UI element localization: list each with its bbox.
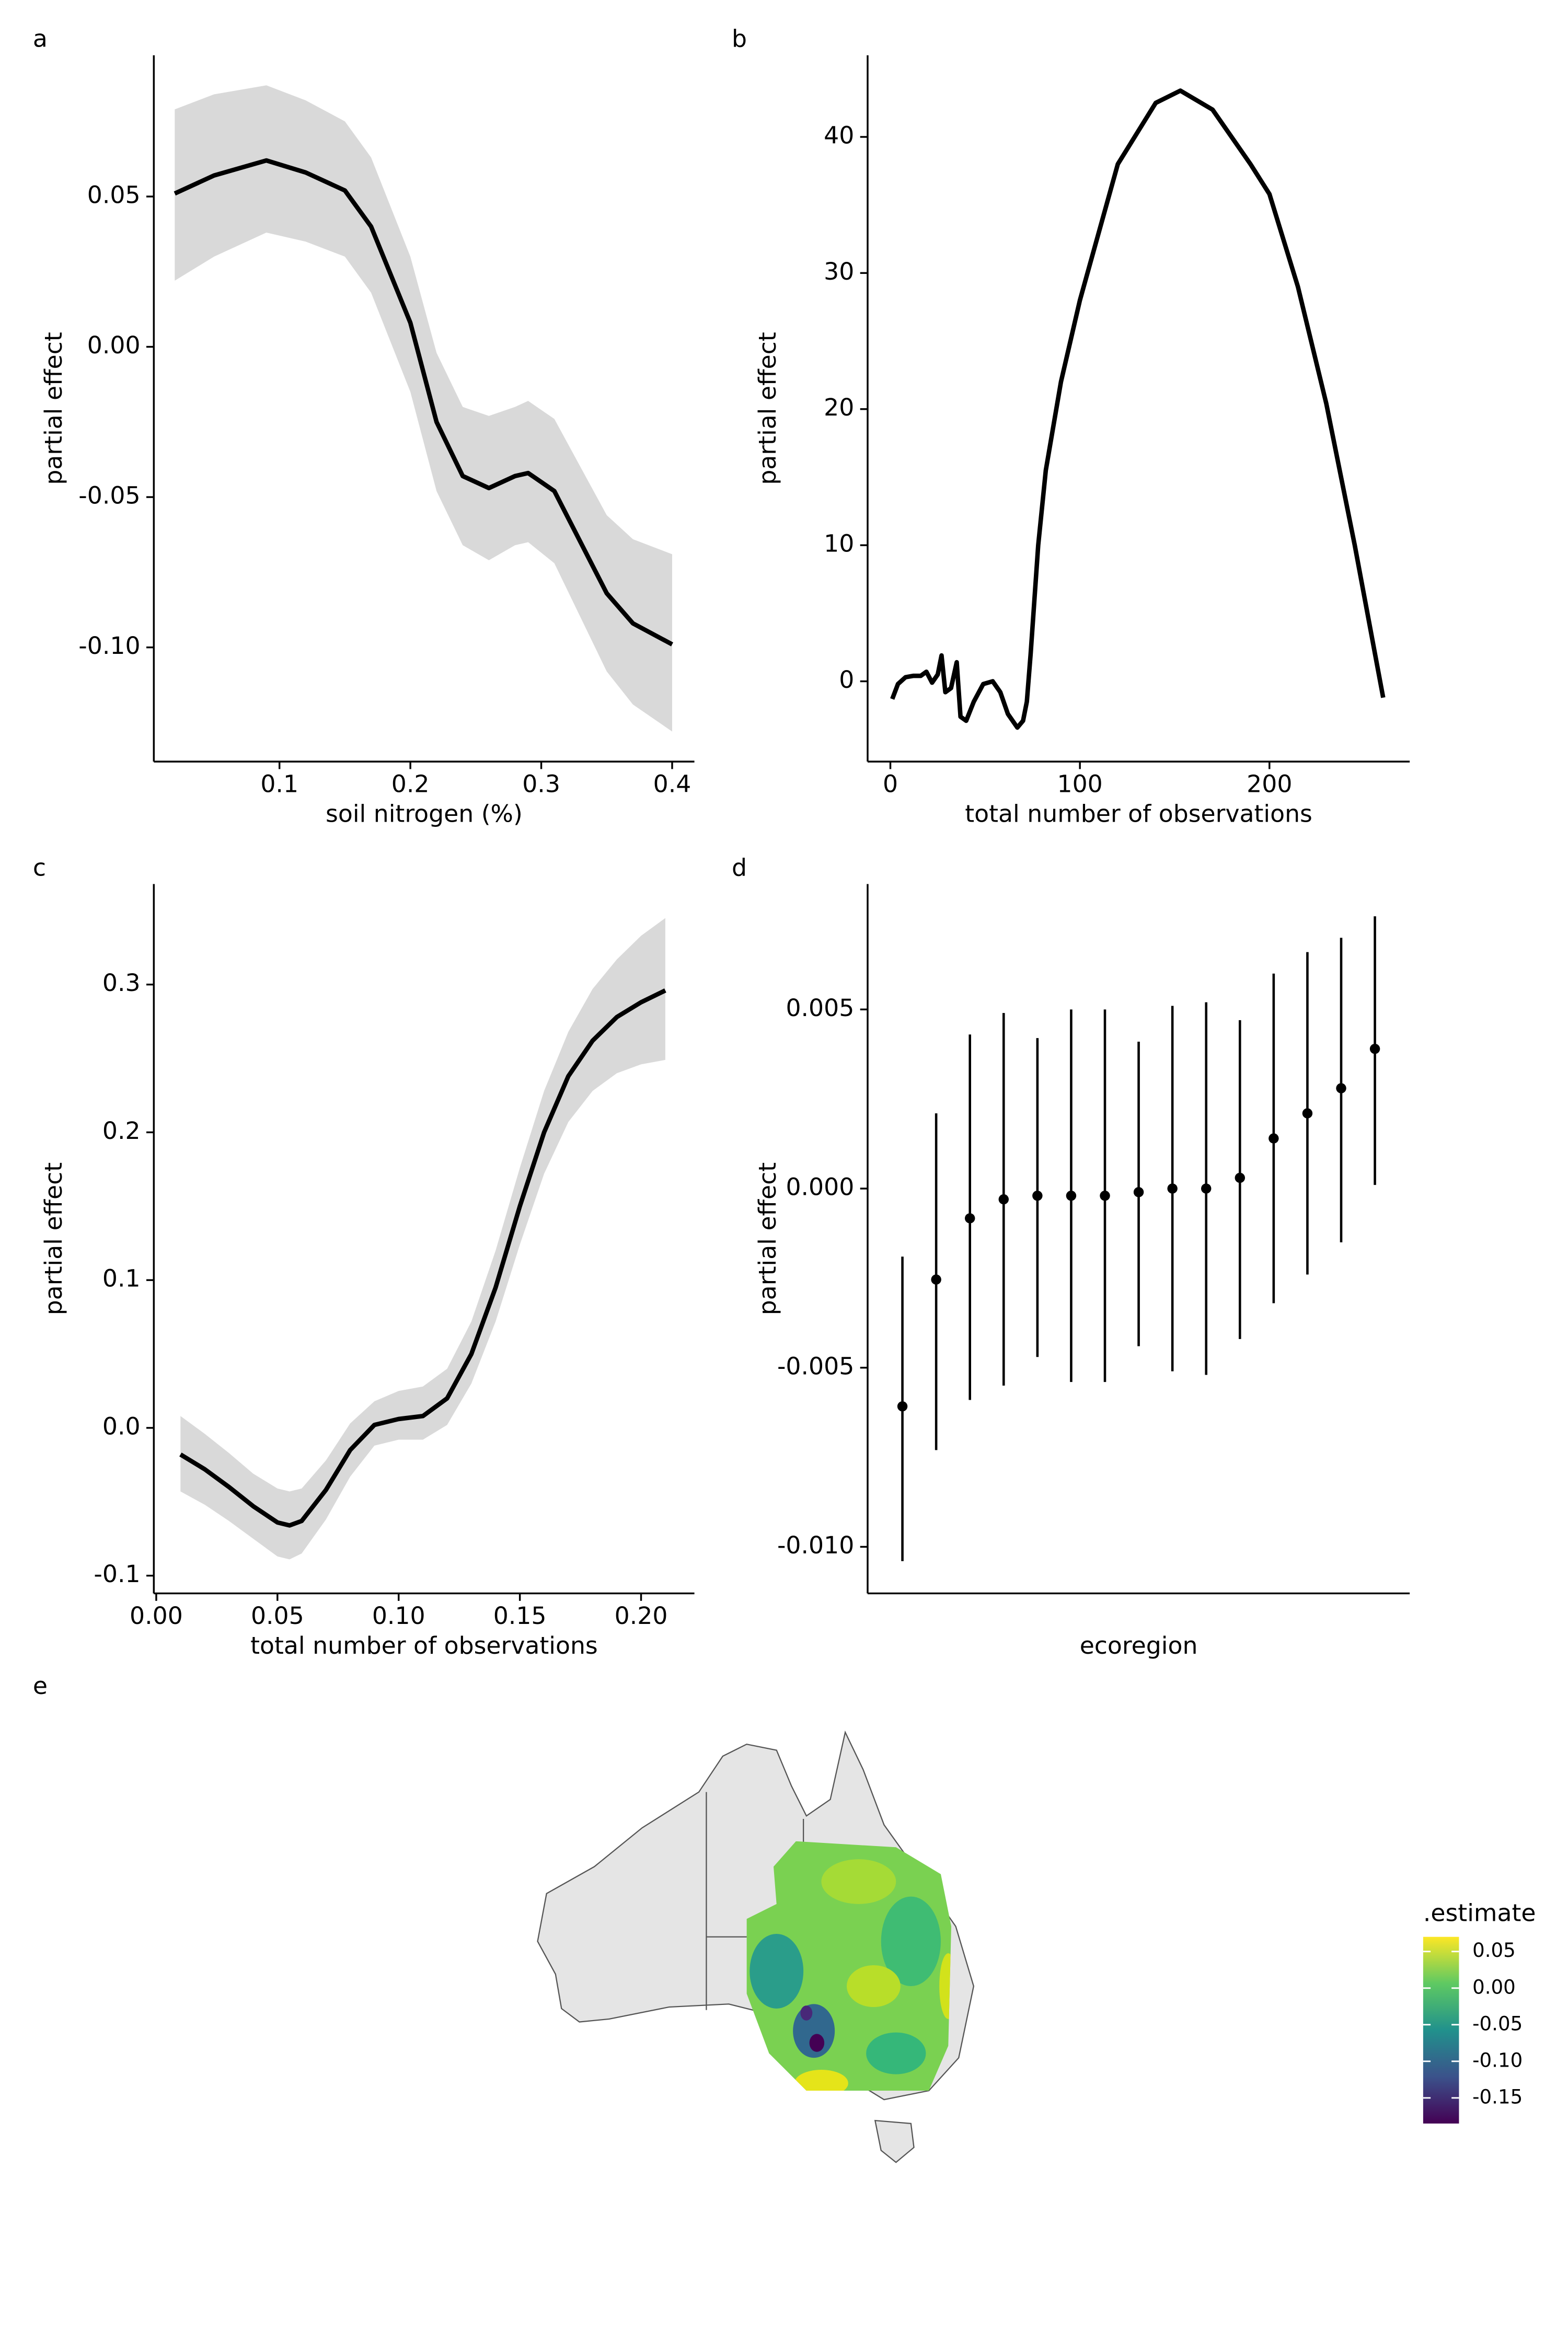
y-tick-label: -0.010 [777, 1531, 854, 1559]
y-tick-label: 0.0 [102, 1412, 141, 1440]
x-axis-label: total number of observations [250, 1632, 598, 1659]
y-tick-label: 10 [824, 530, 854, 558]
y-tick-label: 0.00 [87, 331, 141, 359]
panel-label: d [732, 854, 747, 881]
x-tick-label: 0.4 [653, 770, 691, 798]
x-axis-label: total number of observations [965, 800, 1312, 828]
y-tick-label: 0.005 [786, 994, 854, 1022]
surface-patch [750, 1934, 804, 2009]
fit-line [890, 88, 1386, 730]
y-tick-label: -0.005 [777, 1352, 854, 1380]
panel-label: c [33, 854, 46, 881]
point [1066, 1191, 1077, 1201]
confidence-band [180, 918, 665, 1560]
x-axis-label: ecoregion [1080, 1632, 1198, 1659]
x-tick-label: 200 [1247, 770, 1292, 798]
x-tick-label: 0.20 [615, 1602, 668, 1630]
panel-label: b [732, 25, 747, 53]
surface-patch [847, 1965, 901, 2007]
colorbar [1423, 1936, 1459, 2124]
point [1167, 1183, 1178, 1194]
y-axis-label: partial effect [40, 332, 67, 485]
y-tick-label: 0 [839, 666, 854, 694]
x-tick-label: 0.1 [260, 770, 298, 798]
point [964, 1213, 975, 1224]
point [931, 1274, 941, 1285]
colorbar-tick-label: -0.15 [1472, 2085, 1523, 2108]
colorbar-tick-label: 0.05 [1472, 1939, 1516, 1962]
point [1269, 1133, 1279, 1144]
surface-patch [881, 1896, 941, 1986]
panel-label: e [33, 1672, 48, 1700]
surface-patch [821, 1859, 896, 1904]
colorbar-tick-label: 0.00 [1472, 1976, 1516, 1998]
point [1201, 1183, 1212, 1194]
y-tick-label: 40 [824, 121, 854, 149]
y-tick-label: 30 [824, 258, 854, 285]
y-tick-label: 0.05 [87, 181, 141, 209]
x-tick-label: 0 [883, 770, 898, 798]
fit-line [174, 158, 674, 647]
y-tick-label: 0.1 [102, 1265, 141, 1293]
y-tick-label: 20 [824, 394, 854, 421]
surface-patch [866, 2032, 926, 2074]
australia-map [537, 1730, 975, 2163]
point [1032, 1191, 1043, 1201]
point [1133, 1187, 1144, 1197]
colorbar-tick-label: -0.05 [1472, 2012, 1523, 2035]
x-tick-label: 0.10 [372, 1602, 425, 1630]
point [897, 1401, 908, 1412]
x-tick-label: 0.3 [522, 770, 560, 798]
y-axis-label: partial effect [40, 1162, 67, 1315]
confidence-band [175, 85, 672, 732]
legend-title: .estimate [1423, 1899, 1536, 1927]
y-tick-label: 0.3 [102, 969, 141, 997]
surface-patch [939, 1953, 951, 2019]
surface-patch [794, 2070, 848, 2091]
point [1302, 1108, 1313, 1119]
y-tick-label: -0.1 [94, 1560, 140, 1588]
x-tick-label: 100 [1057, 770, 1103, 798]
point [1336, 1083, 1346, 1093]
y-tick-label: 0.000 [786, 1173, 854, 1201]
x-tick-label: 0.05 [251, 1602, 304, 1630]
colorbar-tick-label: -0.10 [1472, 2049, 1523, 2071]
panel-label: a [33, 25, 48, 53]
point [1100, 1191, 1110, 1201]
point [1235, 1172, 1245, 1183]
x-tick-label: 0.2 [391, 770, 430, 798]
point [998, 1194, 1009, 1205]
surface-patch [800, 2005, 813, 2021]
point [1369, 1044, 1380, 1054]
y-tick-label: -0.05 [78, 482, 140, 510]
x-tick-label: 0.15 [493, 1602, 547, 1630]
y-tick-label: 0.2 [102, 1117, 141, 1145]
surface-patch [809, 2034, 825, 2052]
estimate-surface [746, 1841, 951, 2091]
x-tick-label: 0.00 [130, 1602, 183, 1630]
y-axis-label: partial effect [754, 332, 781, 485]
y-axis-label: partial effect [754, 1162, 781, 1315]
y-tick-label: -0.10 [78, 632, 140, 660]
tasmania [874, 2119, 915, 2163]
x-axis-label: soil nitrogen (%) [326, 800, 523, 828]
fit-line [179, 988, 666, 1528]
